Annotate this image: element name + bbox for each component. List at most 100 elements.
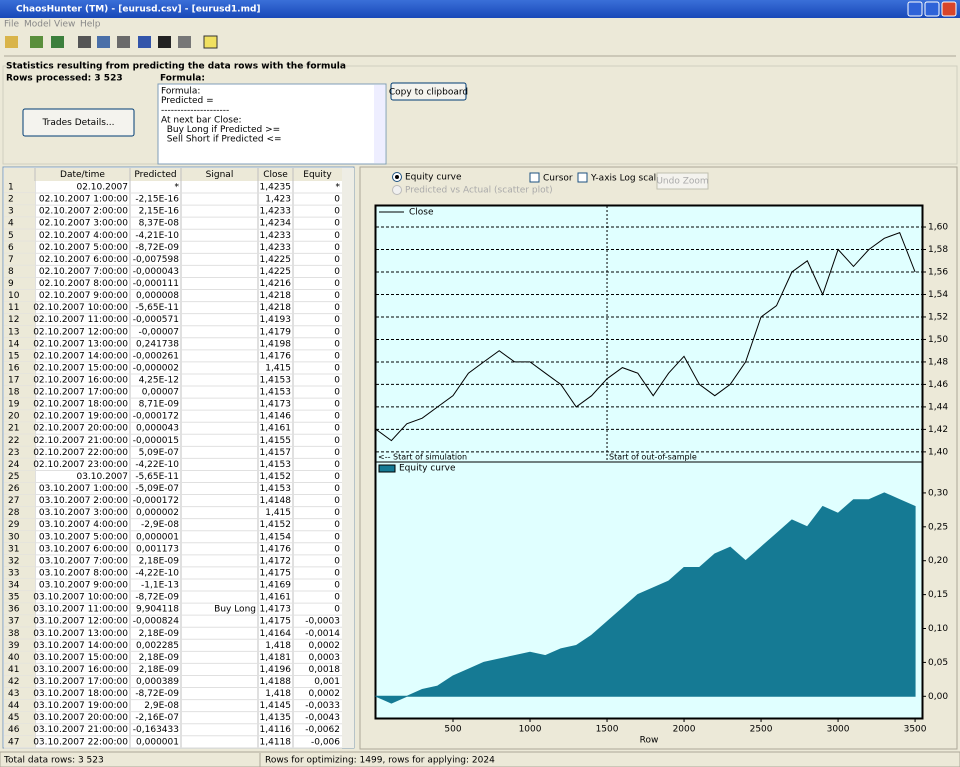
grid-scrollbar[interactable] <box>342 168 354 748</box>
cell: 0 <box>334 231 340 241</box>
cell: 02.10.2007 2:00:00 <box>39 207 128 217</box>
cell: -0,0033 <box>305 701 340 711</box>
cell: 1,4153 <box>260 460 292 470</box>
row-header <box>4 205 35 218</box>
tool-icon[interactable] <box>158 36 171 48</box>
row-number: 47 <box>8 737 19 747</box>
cell: 0,000389 <box>136 677 179 687</box>
menu-item: Help <box>80 20 101 30</box>
row-header <box>4 603 35 616</box>
tool-icon[interactable] <box>51 36 64 48</box>
row-number: 4 <box>8 219 14 229</box>
undo-zoom-button[interactable] <box>656 172 709 190</box>
row-number: 41 <box>8 665 19 675</box>
row-number: 43 <box>8 689 19 699</box>
maximize-button[interactable] <box>924 1 940 17</box>
cell: 02.10.2007 9:00:00 <box>39 291 128 301</box>
cell: -4,22E-10 <box>135 460 179 470</box>
group-box <box>2 65 958 165</box>
cell: 02.10.2007 1:00:00 <box>39 195 128 205</box>
row-number: 27 <box>8 496 19 506</box>
cell: 03.10.2007 2:00:00 <box>39 496 128 506</box>
cell: 0 <box>334 605 340 615</box>
cell: 03.10.2007 10:00:00 <box>33 593 128 603</box>
tool-icon[interactable] <box>30 36 43 48</box>
row-header <box>4 518 35 531</box>
x-tick-label: 3000 <box>827 725 850 735</box>
y-tick-label: 0,30 <box>928 488 948 498</box>
row-number: 30 <box>8 532 20 542</box>
row-number: 22 <box>8 436 19 446</box>
cell: 0 <box>334 327 340 337</box>
column-header: Close <box>263 170 288 180</box>
cell: 03.10.2007 19:00:00 <box>33 701 128 711</box>
option-label: Cursor <box>543 174 573 184</box>
cursor-checkbox[interactable] <box>529 172 540 183</box>
cell: 1,4216 <box>260 279 292 289</box>
column-header: Equity <box>303 170 332 180</box>
group-title: Statistics resulting from predicting the… <box>6 62 346 72</box>
tool-icon[interactable] <box>97 36 110 48</box>
y-tick-label: 1,56 <box>928 267 948 277</box>
cell: 1,4173 <box>260 400 292 410</box>
row-number: 1 <box>8 183 14 193</box>
row-header <box>4 651 35 664</box>
status-text: Total data rows: 3 523 <box>3 756 104 766</box>
cell: 02.10.2007 6:00:00 <box>39 255 128 265</box>
option-label: Predicted vs Actual (scatter plot) <box>405 186 553 196</box>
tool-icon[interactable] <box>203 35 218 49</box>
cell: 0 <box>334 351 340 361</box>
row-number: 5 <box>8 231 14 241</box>
cell: -0,007598 <box>133 255 179 265</box>
row-header <box>4 193 35 206</box>
tool-icon[interactable] <box>178 36 191 48</box>
cell: 0 <box>334 255 340 265</box>
minimize-button[interactable] <box>907 1 923 17</box>
cell: 03.10.2007 <box>76 472 128 482</box>
menu-item: File <box>4 20 20 30</box>
cell: 1,4148 <box>260 496 292 506</box>
log-checkbox[interactable] <box>577 172 588 183</box>
row-number: 26 <box>8 484 20 494</box>
row-header <box>4 361 35 374</box>
row-number: 15 <box>8 351 19 361</box>
formula-scrollbar[interactable] <box>374 85 385 163</box>
group-label-bg <box>6 60 290 72</box>
cell: 0 <box>334 279 340 289</box>
cell: 0,000008 <box>136 291 179 301</box>
tool-icon[interactable] <box>138 36 151 48</box>
row-header <box>4 542 35 555</box>
cell: 02.10.2007 13:00:00 <box>33 339 128 349</box>
close-button[interactable] <box>941 1 957 17</box>
trades-button-label: Trades Details... <box>42 118 115 128</box>
row-header <box>4 554 35 567</box>
row-number: 9 <box>8 279 14 289</box>
y-tick-label: 0,10 <box>928 624 948 634</box>
tool-icon[interactable] <box>5 36 18 48</box>
cell: 0,001173 <box>136 544 179 554</box>
cell: -0,006 <box>311 737 340 747</box>
plot-area <box>375 205 923 463</box>
cell: 02.10.2007 11:00:00 <box>33 315 128 325</box>
tool-icon[interactable] <box>117 36 130 48</box>
row-number: 31 <box>8 544 19 554</box>
row-number: 38 <box>8 629 20 639</box>
formula-line: Sell Short if Predicted <= <box>161 135 282 145</box>
formula-box[interactable] <box>157 83 387 165</box>
trades-button[interactable] <box>22 108 135 137</box>
tool-icon[interactable] <box>78 36 91 48</box>
cell: 0 <box>334 315 340 325</box>
row-number: 40 <box>8 653 20 663</box>
y-tick-label: 0,15 <box>928 590 948 600</box>
cell: 03.10.2007 6:00:00 <box>39 544 128 554</box>
row-header <box>4 627 35 640</box>
row-number: 3 <box>8 207 14 217</box>
row-header <box>4 373 35 387</box>
row-header <box>4 229 35 242</box>
cell: 2,18E-09 <box>139 556 180 566</box>
copy-button[interactable] <box>390 82 467 101</box>
option-label: Y-axis Log scale <box>590 174 662 184</box>
cell: 02.10.2007 8:00:00 <box>39 279 128 289</box>
rows-processed: Rows processed: 3 523 <box>6 74 123 84</box>
radio-scatter[interactable] <box>392 185 402 195</box>
